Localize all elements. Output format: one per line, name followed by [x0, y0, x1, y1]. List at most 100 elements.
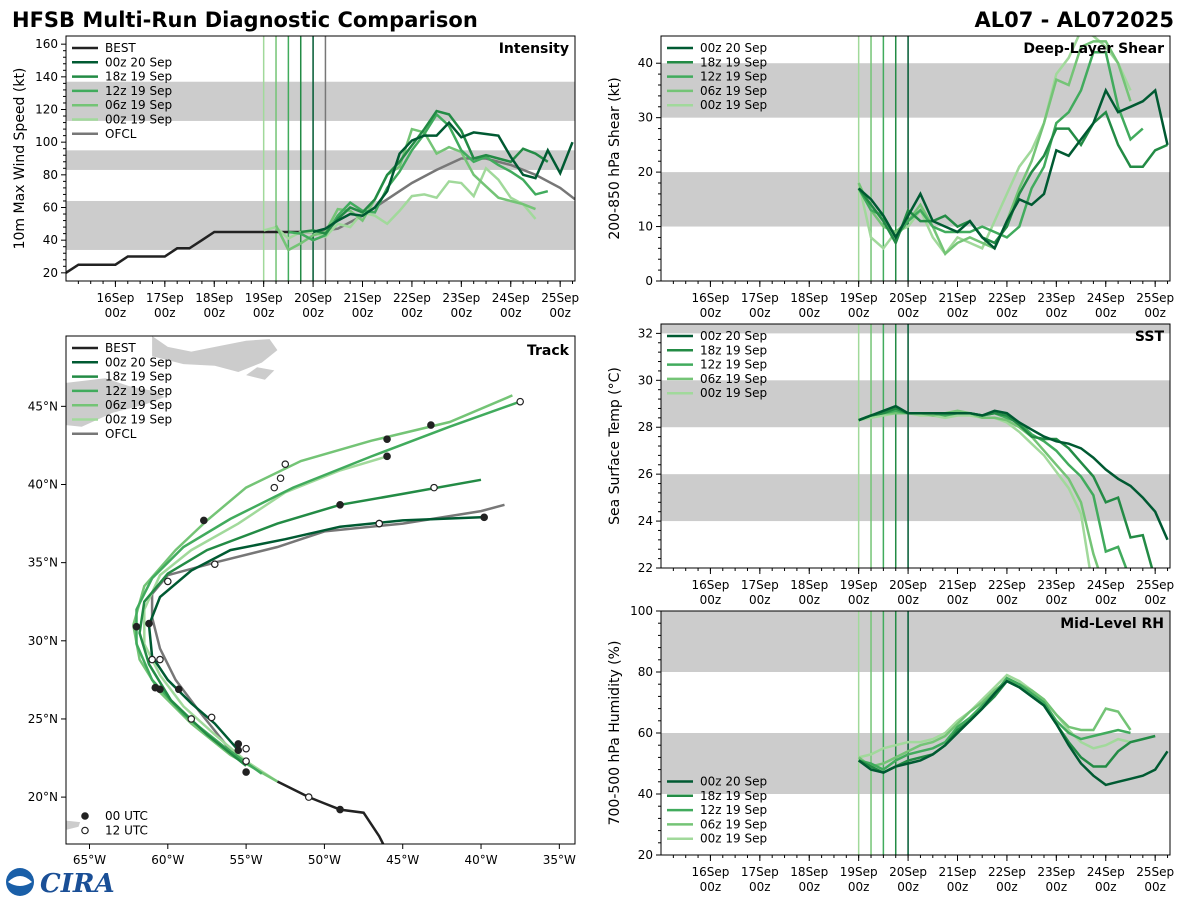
intensity-xtick-day: 23Sep: [442, 291, 480, 305]
track-ytick-label: 25°N: [28, 712, 58, 726]
track-series-line-2: [135, 400, 521, 775]
intensity-frame: [65, 35, 576, 282]
intensity-legend-label-1: 00z 20 Sep: [105, 55, 172, 69]
track-legend-label-0: BEST: [105, 341, 136, 355]
intensity-ytick-label: 20: [43, 266, 58, 280]
track-marker-12-0-0: [242, 744, 250, 753]
intensity-legend-label-4: 06z 19 Sep: [105, 98, 172, 112]
intensity-xtick-hour: 00z: [451, 306, 473, 320]
rh-title: Mid-Level RH: [1060, 616, 1164, 632]
track-ytick-label: 45°N: [28, 399, 58, 413]
shear-xtick-day: 25Sep: [1136, 291, 1174, 305]
sst-xtick-day: 16Sep: [691, 578, 729, 592]
intensity-xtick-day: 20Sep: [294, 291, 332, 305]
rh-ytick-label: 80: [638, 665, 653, 679]
track-xtick-label: 50°W: [308, 853, 341, 867]
shear-ytick-label: 40: [638, 56, 653, 70]
intensity-xtick-hour: 00z: [500, 306, 522, 320]
track-marker-00-0-2: [145, 619, 153, 628]
track-xtick-label: 35°W: [543, 853, 576, 867]
shear-legend-label-3: 06z 19 Sep: [700, 84, 767, 98]
rh-xtick-hour: 00z: [848, 880, 870, 894]
rh-xtick-hour: 00z: [700, 880, 722, 894]
rh-legend-label-4: 00z 19 Sep: [700, 832, 767, 846]
intensity-panel: 2040608010012014016016Sep00z17Sep00z18Se…: [12, 35, 579, 320]
rh-xtick-hour: 00z: [798, 880, 820, 894]
rh-series-line-3: [857, 679, 1132, 768]
track-marker-12-3-2: [276, 474, 285, 483]
track-marker-12-4-0: [207, 713, 216, 722]
shear-band-1: [661, 63, 1170, 118]
sst-xtick-day: 21Sep: [939, 578, 977, 592]
rh-plot-area: [661, 611, 1170, 855]
rh-panel: 2040608010016Sep00z17Sep00z18Sep00z19Sep…: [607, 604, 1174, 894]
sst-ytick-label: 32: [638, 326, 653, 340]
sst-panel: 22242628303216Sep00z17Sep00z18Sep00z19Se…: [607, 323, 1174, 607]
shear-xtick-hour: 00z: [848, 306, 870, 320]
intensity-series-line-0: [312, 120, 574, 234]
intensity-ytick-label: 80: [43, 168, 58, 182]
track-legend-label-1: 00z 20 Sep: [105, 355, 172, 369]
track-legend-label-4: 06z 19 Sep: [105, 398, 172, 412]
sst-xtick-hour: 00z: [1095, 593, 1117, 607]
intensity-xtick-day: 18Sep: [195, 291, 233, 305]
storm-id: AL07 - AL072025: [975, 8, 1175, 32]
sst-series-line-0: [858, 404, 1169, 541]
track-best-line: [276, 780, 385, 844]
track-plot-area: [66, 336, 524, 844]
sst-xtick-day: 24Sep: [1087, 578, 1125, 592]
intensity-legend-label-3: 12z 19 Sep: [105, 84, 172, 98]
shear-xtick-day: 23Sep: [1037, 291, 1075, 305]
sst-xtick-day: 23Sep: [1037, 578, 1075, 592]
shear-plot-area: [661, 36, 1170, 281]
rh-series-line-0: [857, 679, 1169, 787]
intensity-band-0: [66, 200, 575, 250]
rh-xtick-hour: 00z: [947, 880, 969, 894]
sst-plot-area: [661, 324, 1170, 568]
sst-series-line-3: [858, 409, 1100, 568]
track-marker-00-0-0: [234, 746, 243, 755]
rh-legend-label-3: 06z 19 Sep: [700, 817, 767, 831]
shear-title: Deep-Layer Shear: [1023, 41, 1164, 57]
cira-logo: CIRA: [6, 868, 115, 899]
sst-ytick-label: 24: [638, 514, 653, 528]
sst-legend-label-0: 00z 20 Sep: [700, 329, 767, 343]
shear-series-line-0: [857, 87, 1169, 251]
shear-legend-label-4: 00z 19 Sep: [700, 98, 767, 112]
rh-legend-label-1: 18z 19 Sep: [700, 789, 767, 803]
intensity-ytick-label: 40: [43, 233, 58, 247]
sst-ytick-label: 26: [638, 467, 653, 481]
track-marker-12-3-1: [281, 460, 290, 468]
intensity-legend-label-6: OFCL: [105, 127, 137, 141]
shear-ylabel: 200-850 hPa Shear (kt): [607, 77, 623, 239]
intensity-ytick-label: 100: [35, 135, 58, 149]
sst-legend-label-3: 06z 19 Sep: [700, 372, 767, 386]
track-marker-00-2-1: [151, 683, 160, 692]
track-ytick-label: 35°N: [28, 556, 58, 570]
track-marker-12-2-1: [270, 483, 279, 492]
rh-xtick-hour: 00z: [897, 880, 919, 894]
shear-xtick-hour: 00z: [996, 306, 1018, 320]
track-marker-00-0-1: [174, 685, 183, 694]
intensity-xtick-hour: 00z: [549, 306, 571, 320]
track-marker-00-3-0: [200, 516, 208, 525]
shear-xtick-hour: 00z: [700, 306, 722, 320]
rh-ytick-label: 100: [630, 604, 653, 618]
track-marker-00-1-3: [336, 501, 344, 509]
intensity-xtick-day: 16Sep: [96, 291, 134, 305]
sst-legend-label-4: 00z 19 Sep: [700, 386, 767, 400]
sst-xtick-day: 18Sep: [790, 578, 828, 592]
intensity-xtick-day: 17Sep: [146, 291, 184, 305]
sst-xtick-day: 22Sep: [988, 578, 1026, 592]
intensity-xtick-hour: 00z: [401, 306, 423, 320]
track-marker-12-4-1: [148, 655, 156, 664]
shear-ytick-label: 0: [645, 274, 653, 288]
shear-xtick-hour: 00z: [1095, 306, 1117, 320]
rh-xtick-hour: 00z: [996, 880, 1018, 894]
shear-xtick-day: 18Sep: [790, 291, 828, 305]
rh-xtick-day: 17Sep: [741, 865, 779, 879]
shear-xtick-hour: 00z: [1046, 306, 1068, 320]
shear-xtick-day: 21Sep: [939, 291, 977, 305]
sst-band-2: [661, 324, 1170, 334]
